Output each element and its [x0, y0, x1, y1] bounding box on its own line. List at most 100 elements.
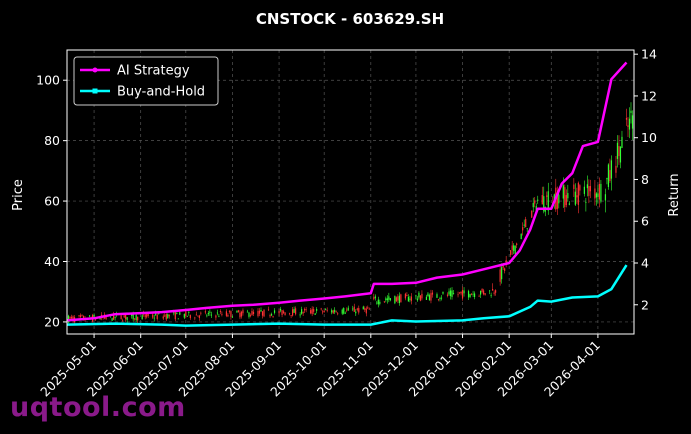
candle-body — [347, 307, 349, 311]
candle-body — [334, 309, 336, 313]
candle-body — [451, 290, 453, 298]
candle-body — [323, 311, 325, 313]
candle-body — [481, 288, 483, 292]
candle-body — [473, 293, 476, 298]
legend-marker-buy-and-hold — [92, 88, 98, 94]
candle-body — [231, 316, 234, 318]
candle-body — [122, 320, 124, 322]
candle-body — [562, 185, 564, 199]
candle-body — [237, 310, 240, 313]
watermark: uqtool.com — [10, 392, 186, 423]
candle-body — [301, 309, 303, 314]
candle-body — [185, 311, 187, 316]
candle-body — [236, 310, 238, 313]
candle-body — [597, 193, 599, 197]
candle-body — [210, 314, 212, 316]
candle-body — [631, 115, 634, 129]
candle-body — [113, 313, 115, 320]
candle-body — [332, 310, 334, 314]
candle-body — [290, 315, 292, 316]
candle-body — [418, 292, 420, 298]
candle-body — [314, 313, 316, 315]
candle-body — [514, 245, 516, 254]
candle-body — [404, 293, 406, 299]
legend-label-ai-strategy: AI Strategy — [117, 64, 190, 79]
candle-body — [389, 298, 391, 301]
candle-body — [610, 160, 613, 179]
candle-body — [386, 298, 388, 301]
candle-body — [82, 315, 85, 320]
candle-body — [174, 312, 176, 320]
candle-body — [395, 297, 397, 302]
candle-body — [630, 110, 632, 114]
candle-body — [365, 308, 367, 314]
candle-body — [70, 316, 73, 319]
chart-title: CNSTOCK - 603629.SH — [256, 10, 444, 28]
candle-body — [278, 311, 280, 314]
candle-body — [428, 295, 431, 301]
candle-body — [173, 312, 175, 314]
candle-body — [421, 293, 423, 299]
legend-marker-ai-strategy — [92, 67, 98, 73]
y-axis-label: Price — [11, 179, 26, 211]
y2-axis-label: Return — [667, 173, 682, 216]
candle-body — [537, 199, 539, 201]
candle-body — [93, 314, 95, 317]
candle-body — [615, 165, 617, 173]
candle-body — [343, 308, 345, 314]
candle-body — [567, 193, 569, 199]
candle-body — [316, 309, 318, 311]
candle-body — [126, 317, 128, 320]
candle-body — [415, 295, 417, 297]
candle-body — [225, 311, 228, 316]
candle-body — [216, 312, 218, 314]
candle-body — [355, 311, 357, 314]
candle-body — [261, 311, 264, 316]
candle-body — [472, 293, 474, 295]
candle-body — [502, 263, 504, 268]
y-tick-label: 40 — [44, 254, 60, 269]
candle-body — [410, 296, 413, 301]
candle-body — [302, 312, 304, 314]
candle-body — [189, 315, 191, 319]
candle-body — [144, 314, 146, 318]
y-tick-label: 100 — [36, 73, 60, 88]
candle-body — [240, 311, 243, 317]
candle-body — [252, 311, 255, 315]
candle-body — [436, 294, 438, 298]
candle-body — [397, 296, 399, 301]
candle-body — [206, 315, 208, 317]
candle-body — [200, 312, 202, 314]
candle-body — [246, 311, 249, 313]
candle-body — [194, 317, 196, 319]
candle-body — [579, 185, 581, 191]
series-line-buy-and-hold — [66, 264, 628, 327]
candle-body — [69, 317, 71, 319]
candle-body — [137, 316, 139, 321]
candle-body — [448, 291, 450, 295]
candle-body — [510, 250, 512, 255]
candle-body — [490, 295, 492, 297]
candle-body — [627, 125, 629, 127]
candle-body — [177, 318, 179, 320]
candle-body — [167, 314, 169, 319]
candle-body — [356, 308, 358, 310]
candle-body — [162, 316, 164, 319]
candle-body — [576, 195, 578, 198]
candle-body — [227, 314, 229, 317]
candle-body — [134, 318, 136, 320]
candle-body — [385, 298, 387, 301]
candle-body — [230, 311, 232, 317]
candle-body — [368, 308, 370, 310]
candle-body — [532, 203, 534, 208]
candle-body — [299, 314, 301, 316]
candle-body — [147, 313, 149, 317]
candle-body — [492, 288, 494, 291]
candle-body — [628, 118, 631, 130]
legend-label-buy-and-hold: Buy-and-Hold — [117, 85, 205, 100]
candle-body — [198, 315, 200, 319]
candle-body — [326, 310, 328, 312]
candle-body — [248, 312, 250, 317]
candle-body — [470, 294, 473, 296]
